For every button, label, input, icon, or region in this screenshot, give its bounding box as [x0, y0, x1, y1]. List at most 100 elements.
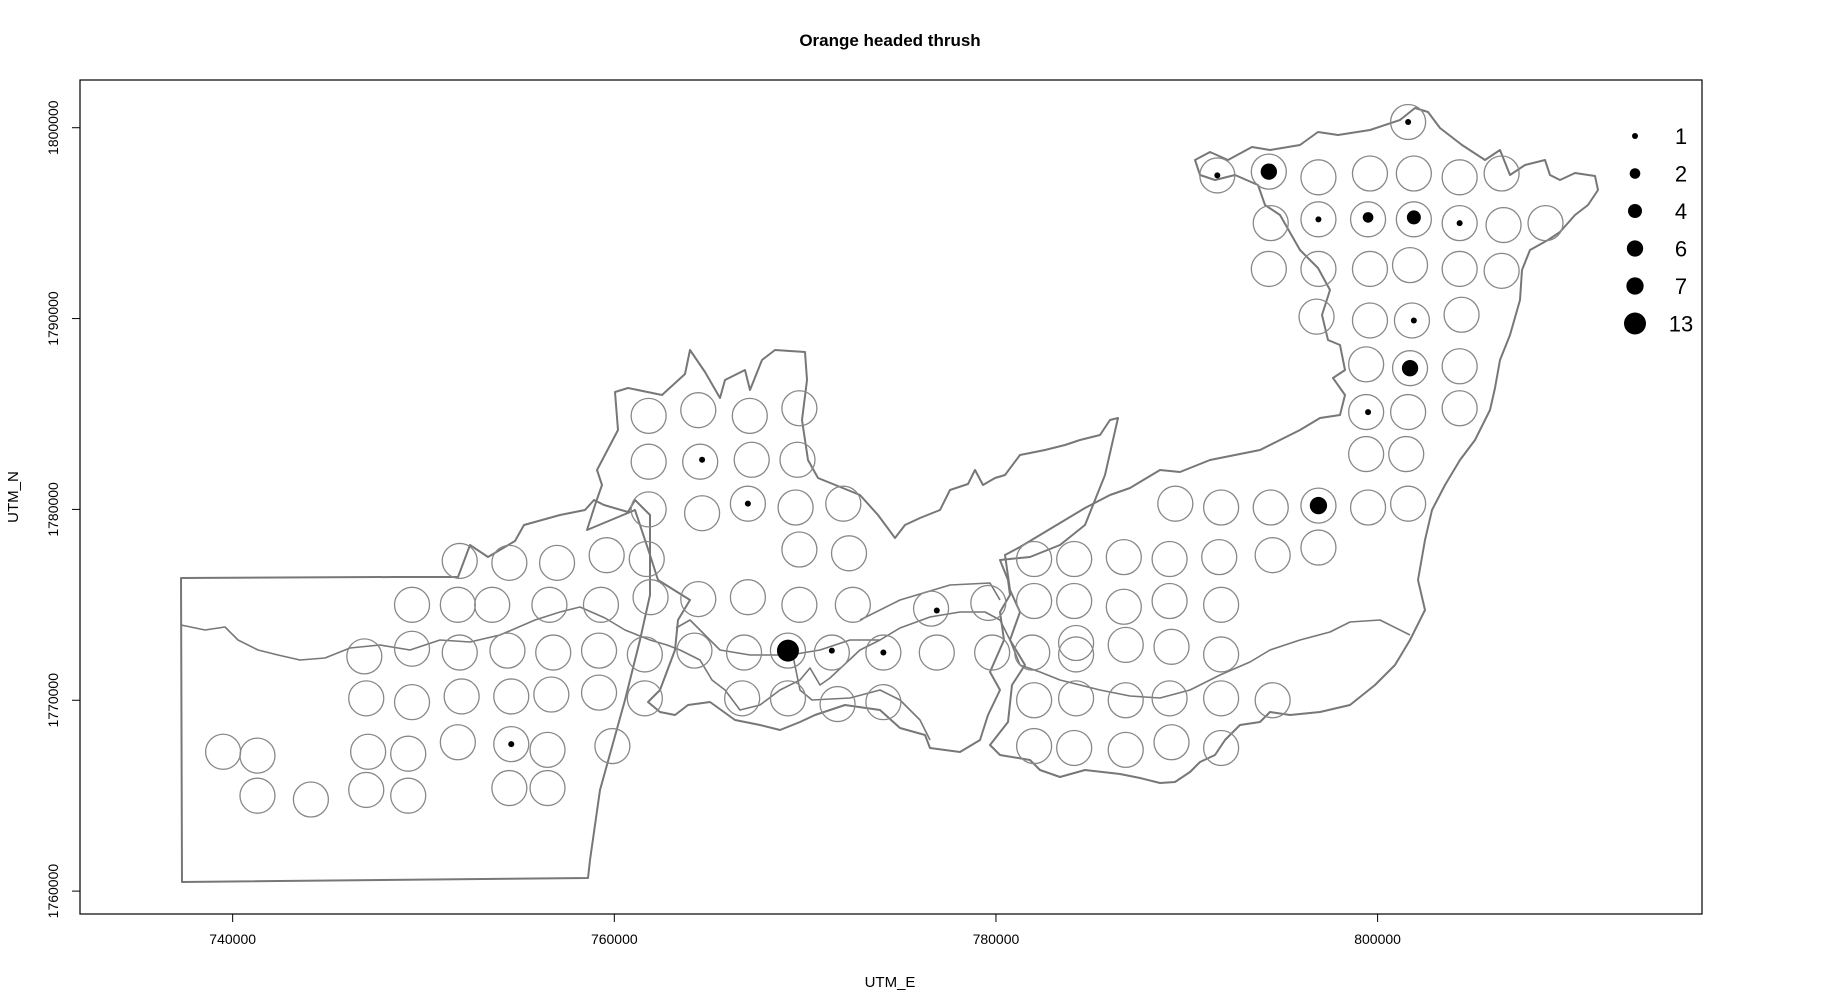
sampling-circle — [781, 586, 818, 623]
detection-point — [1410, 317, 1417, 324]
sampling-circle — [348, 680, 385, 717]
sampling-circle — [819, 685, 856, 723]
sampling-circle — [729, 579, 767, 616]
legend-label: 6 — [1675, 237, 1687, 262]
detection-points — [508, 118, 1463, 748]
sampling-circle — [729, 485, 767, 522]
y-tick-label: 1800000 — [45, 100, 61, 155]
sampling-circle — [834, 586, 871, 623]
sampling-circle — [474, 586, 511, 623]
sampling-circle — [1441, 204, 1478, 242]
sampling-circle — [1202, 636, 1240, 673]
sampling-circle — [1349, 201, 1387, 238]
sampling-circle — [1348, 393, 1385, 431]
sampling-circle — [630, 397, 667, 435]
sampling-circle — [1151, 540, 1188, 578]
sampling-circle — [1157, 485, 1194, 522]
sampling-circle — [628, 540, 665, 578]
sampling-circle — [1483, 252, 1520, 289]
sampling-circle — [491, 769, 528, 807]
sampling-circle — [1105, 588, 1142, 625]
sampling-circle — [349, 733, 387, 770]
legend-symbol — [1632, 133, 1638, 139]
x-tick-label: 760000 — [591, 931, 638, 947]
sampling-circle — [731, 397, 768, 435]
sampling-circle — [970, 584, 1007, 622]
river-line — [180, 606, 1411, 711]
sampling-circle — [1300, 250, 1337, 288]
chart-title: Orange headed thrush — [799, 31, 980, 50]
detection-point — [1401, 360, 1419, 377]
eastern-block-outline — [989, 107, 1599, 784]
sampling-circle — [1056, 540, 1093, 578]
sampling-circle — [393, 630, 431, 667]
sampling-circle — [439, 586, 476, 623]
sampling-circle — [733, 441, 770, 478]
west-block-outline — [180, 499, 651, 883]
sampling-circle — [1391, 350, 1429, 387]
sampling-circle — [491, 544, 528, 581]
sampling-circle — [1441, 159, 1478, 196]
sampling-circle — [777, 489, 814, 526]
sampling-circle — [918, 634, 955, 671]
sampling-circle — [1056, 582, 1093, 620]
sampling-circle — [1202, 586, 1240, 623]
sampling-circle — [1057, 636, 1095, 673]
sampling-circle — [582, 586, 620, 623]
sampling-circle — [1151, 680, 1188, 717]
detection-point — [828, 647, 835, 654]
sampling-circle — [1107, 682, 1144, 719]
sampling-circle — [1527, 204, 1564, 242]
sampling-circle — [588, 537, 625, 574]
sampling-circle — [769, 680, 807, 717]
detection-point — [1365, 409, 1372, 416]
sampling-circle — [443, 678, 480, 715]
detection-point — [699, 456, 706, 463]
sampling-circle — [1151, 582, 1188, 620]
x-axis-label: UTM_E — [865, 974, 916, 991]
sampling-circle — [1252, 204, 1289, 242]
sampling-circle — [204, 733, 242, 770]
sampling-circle — [393, 684, 431, 721]
sampling-circle — [1441, 390, 1478, 427]
sampling-circle — [1300, 201, 1337, 238]
sampling-circle — [1107, 731, 1144, 769]
sampling-circle — [1252, 489, 1289, 526]
sampling-circle — [393, 586, 431, 623]
sampling-circle — [632, 579, 669, 616]
sampling-circle — [1254, 682, 1291, 719]
sampling-circle — [1250, 153, 1287, 190]
sampling-circle — [725, 634, 763, 671]
sampling-circle — [1105, 538, 1142, 576]
legend-label: 7 — [1675, 274, 1687, 299]
sampling-circle — [865, 634, 902, 671]
sampling-circle — [1391, 246, 1429, 284]
sampling-circle — [1349, 489, 1387, 526]
sampling-circle — [1015, 727, 1053, 765]
sampling-circle — [676, 632, 713, 669]
sampling-circle — [292, 781, 330, 818]
sampling-circle — [683, 495, 721, 532]
sampling-circle — [781, 531, 818, 568]
legend-symbol — [1626, 277, 1644, 295]
sampling-circle — [769, 632, 807, 669]
legend-symbol — [1629, 168, 1641, 179]
sampling-circle — [830, 535, 868, 572]
legend-label: 13 — [1669, 312, 1693, 337]
sampling-circle — [1351, 250, 1389, 288]
sampling-circle — [1351, 155, 1389, 192]
sampling-circle — [1153, 724, 1190, 761]
y-axis-label: UTM_N — [5, 471, 22, 523]
sampling-circles — [204, 103, 1564, 818]
sampling-circle — [580, 632, 618, 669]
sampling-circle — [346, 638, 383, 675]
sampling-circle — [239, 737, 276, 774]
sampling-circle — [580, 674, 618, 711]
sampling-circle — [973, 634, 1011, 671]
detection-point — [1214, 172, 1221, 179]
sampling-circle — [779, 441, 816, 478]
sampling-circle — [1199, 157, 1236, 194]
sampling-circle — [1348, 435, 1385, 473]
sampling-circle — [1254, 537, 1291, 574]
detection-point — [1309, 496, 1328, 515]
